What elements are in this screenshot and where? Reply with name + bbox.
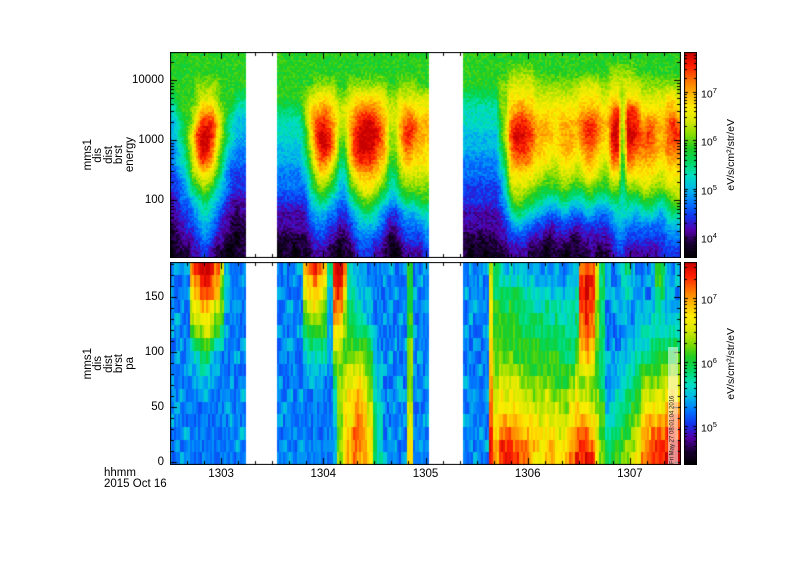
energy-colorbar: [684, 52, 697, 258]
energy-spectrogram-panel: [170, 52, 681, 258]
y-axis-title-word: pa: [123, 357, 136, 370]
pitch-angle-y-tick-label: 50: [151, 400, 164, 413]
colorbar-tick-label: 105: [701, 420, 717, 435]
pitch-angle-spectrogram-panel: [170, 262, 681, 465]
pitch-angle-y-tick-label: 150: [144, 291, 164, 304]
energy-colorbar-title-text: eV/s/cm²/str/eV: [725, 119, 737, 191]
colorbar-tick-label: 105: [701, 182, 717, 198]
x-tick-label: 1303: [208, 468, 234, 480]
pitch-angle-y-tick-label: 0: [157, 455, 164, 468]
pitch-angle-colorbar-title: eV/s/cm²/str/eV: [721, 262, 741, 465]
x-tick-label: 1305: [412, 468, 439, 480]
colorbar-tick-label: 107: [701, 291, 717, 307]
pitch-angle-y-tick-label: 100: [144, 345, 164, 358]
x-tick-label: 1304: [310, 468, 337, 480]
energy-y-tick-label: 1000: [138, 134, 164, 147]
x-axis-title: hhmm: [104, 467, 136, 479]
colorbar-tick-label: 107: [701, 86, 717, 101]
x-tick-label: 1306: [514, 468, 541, 480]
x-axis-date-label: 2015 Oct 16: [104, 478, 167, 490]
pitch-angle-colorbar: [684, 262, 697, 465]
pitch-angle-colorbar-title-text: eV/s/cm²/str/eV: [725, 327, 737, 400]
plot-creation-timestamp: Fri May 27 08:01:04 2016: [668, 347, 678, 464]
energy-y-tick-label: 10000: [132, 74, 164, 87]
x-tick-label: 1307: [617, 468, 643, 480]
energy-colorbar-title: eV/s/cm²/str/eV: [721, 52, 741, 258]
energy-y-tick-label: 100: [144, 193, 164, 206]
colorbar-tick-label: 106: [701, 356, 717, 371]
colorbar-tick-label: 104: [701, 231, 717, 246]
colorbar-tick-label: 106: [701, 134, 717, 149]
